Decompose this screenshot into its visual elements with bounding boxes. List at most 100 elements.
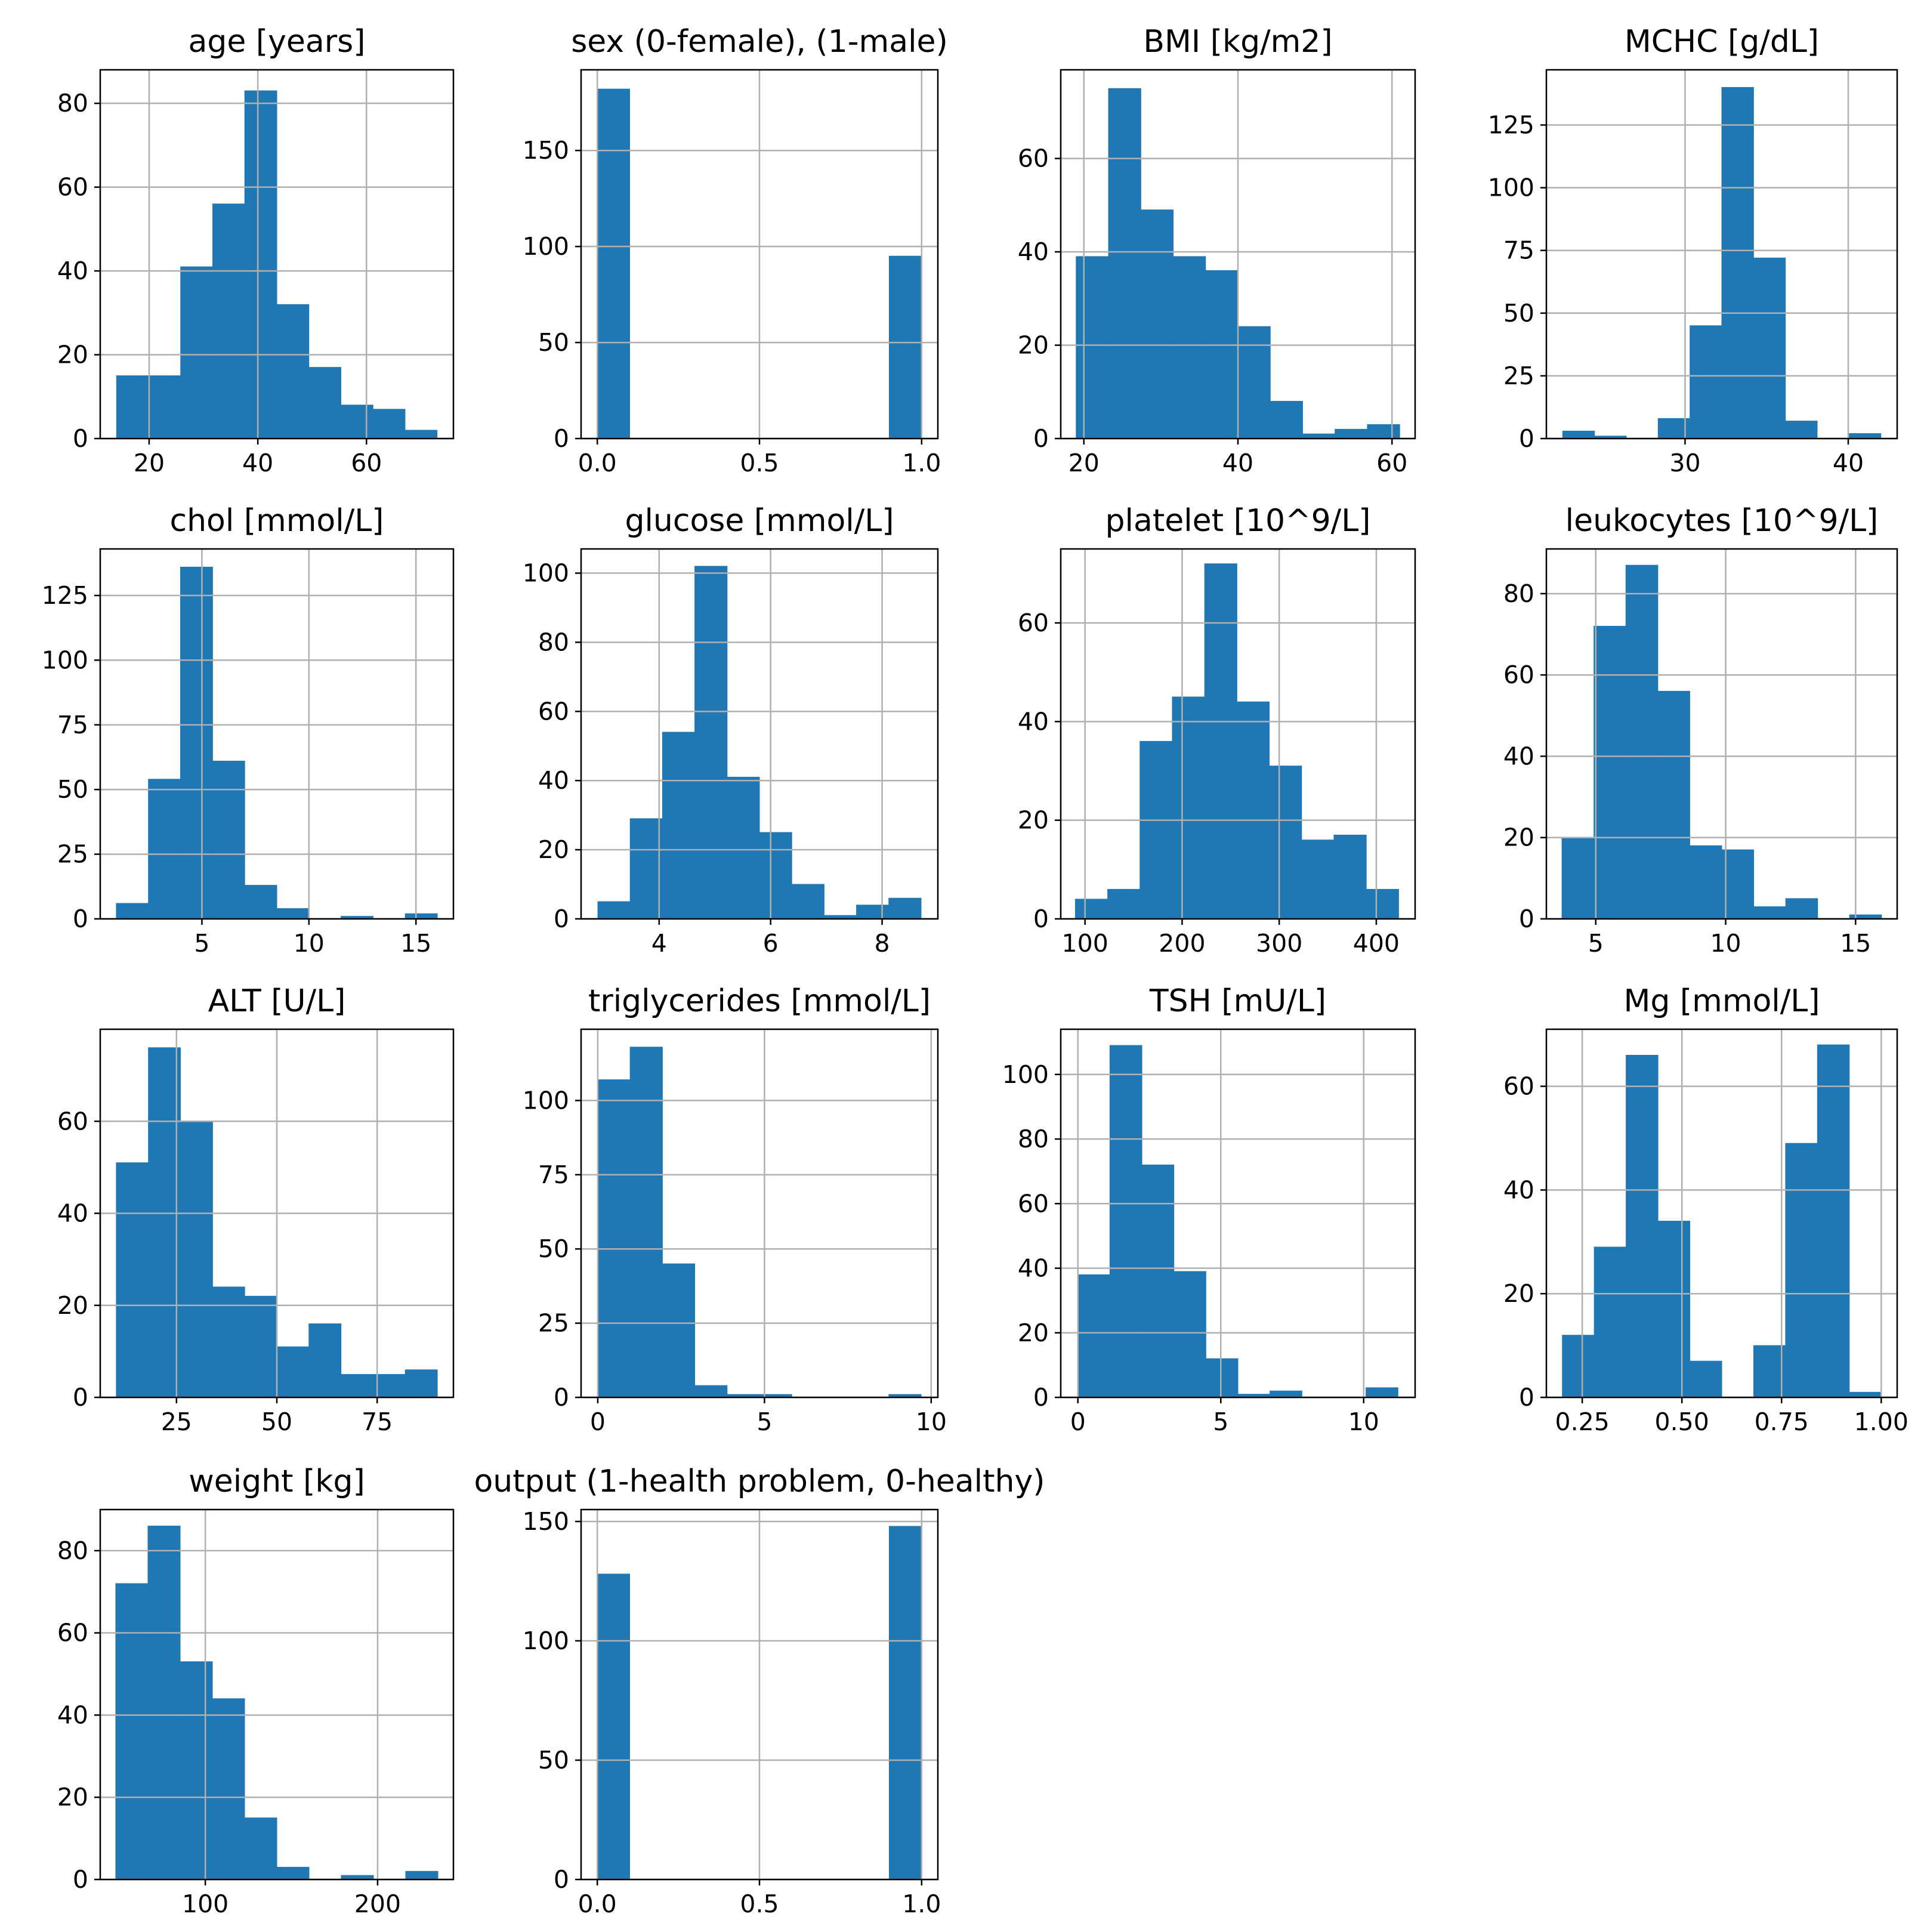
histogram-bar (597, 1573, 631, 1880)
axes-frame (1545, 548, 1898, 920)
histogram-bar (405, 1871, 438, 1880)
y-tick-label: 60 (1503, 661, 1534, 689)
y-tick-label: 20 (57, 1291, 88, 1320)
histogram-panel: 0.25 0.50 0.75 1.00 0 20 40 60 Mg [mmol/L] (1503, 983, 1909, 1436)
panel-title: chol [mmol/L] (170, 503, 384, 539)
histogram-bar (308, 1323, 342, 1398)
y-tick-label: 80 (57, 89, 88, 118)
histogram-bar (1109, 1045, 1142, 1398)
x-tick-label: 30 (1669, 449, 1700, 477)
y-tick-label: 0 (554, 1383, 569, 1412)
x-tick-label: 60 (351, 449, 382, 477)
histogram-bar (1236, 701, 1270, 919)
y-tick-label: 0 (1033, 424, 1049, 453)
x-tick-label: 75 (362, 1408, 393, 1436)
histogram-bar (308, 367, 341, 439)
histogram-bar (1367, 424, 1400, 439)
histogram-bar (1270, 1390, 1302, 1398)
bars (1562, 1044, 1882, 1398)
histogram-bar (1173, 256, 1206, 439)
x-tick-label: 400 (1353, 929, 1400, 958)
x-tick-label: 200 (354, 1890, 401, 1918)
y-tick-label: 50 (538, 1234, 569, 1263)
bars (597, 566, 922, 919)
x-tick-label: 0.75 (1755, 1408, 1809, 1436)
x-tick-label: 20 (1069, 449, 1100, 477)
histogram-bar (1849, 1391, 1882, 1398)
histogram-bar (372, 1374, 406, 1398)
x-tick-label: 60 (1376, 449, 1407, 477)
x-tick-label: 5 (756, 1408, 772, 1436)
axes-frame (1060, 548, 1416, 920)
y-tick-label: 150 (523, 136, 569, 165)
histogram-bar (1721, 87, 1754, 439)
y-tick-label: 80 (538, 628, 569, 656)
axes-frame (1545, 1028, 1898, 1399)
y-tick-label: 40 (1018, 1254, 1049, 1283)
panel-title: Mg [mmol/L] (1623, 983, 1820, 1019)
histogram-bar (212, 203, 245, 439)
histogram-bar (1690, 1360, 1722, 1398)
y-tick-label: 100 (523, 232, 569, 261)
y-tick-label: 40 (1503, 742, 1534, 770)
x-tick-label: 1.00 (1854, 1408, 1909, 1436)
histogram-bar (662, 732, 696, 919)
histogram-bar (1205, 270, 1239, 439)
y-tick-label: 20 (1018, 1319, 1049, 1347)
histogram-bar (115, 1583, 149, 1880)
y-tick-label: 0 (1519, 1383, 1534, 1412)
x-tick-label: 0.5 (740, 449, 779, 477)
histogram-bar (148, 375, 181, 439)
x-tick-label: 8 (875, 929, 890, 958)
y-tick-label: 125 (1488, 110, 1534, 139)
bars (1561, 564, 1882, 919)
histogram-bar (597, 1079, 631, 1398)
histogram-panel: 0.0 0.5 1.0 0 50 100 150 sex (0-female), (1-mal… (523, 24, 948, 477)
y-tick-label: 20 (538, 835, 569, 864)
histogram-bar (244, 885, 277, 919)
y-tick-label: 100 (42, 646, 88, 674)
panel-title: ALT [U/L] (208, 983, 346, 1019)
bars (116, 1047, 438, 1398)
histogram-bar (180, 266, 214, 439)
histogram-bar (1141, 1164, 1175, 1398)
histogram-panel: 25 50 75 0 20 40 60 ALT [U/L] (57, 983, 455, 1436)
y-tick-label: 25 (538, 1309, 569, 1338)
panel-title: BMI [kg/m2] (1143, 24, 1332, 60)
y-tick-label: 20 (57, 341, 88, 369)
histogram-bar (1721, 849, 1755, 919)
x-tick-label: 15 (1840, 929, 1871, 958)
histogram-bar (404, 430, 438, 439)
y-tick-label: 100 (523, 1627, 569, 1655)
histogram-bar (116, 903, 149, 919)
axes-frame (580, 1028, 939, 1399)
panel-title: leukocytes [10^9/L] (1565, 503, 1879, 539)
x-tick-label: 10 (294, 929, 325, 958)
histogram-bar (1333, 834, 1367, 919)
histogram-bar (1074, 899, 1108, 919)
y-tick-label: 40 (57, 257, 88, 285)
x-tick-label: 0.0 (578, 449, 617, 477)
bars (597, 1047, 922, 1398)
histogram-panel: 5 10 15 0 25 50 75 100 125 chol [mmol/L] (42, 503, 455, 958)
histogram-bar (180, 566, 213, 919)
histogram-bar (1626, 1054, 1659, 1398)
histogram-bar (180, 1661, 213, 1880)
axes-frame (1545, 69, 1898, 440)
x-tick-label: 200 (1159, 929, 1205, 958)
y-tick-label: 100 (523, 1086, 569, 1115)
y-tick-label: 40 (57, 1199, 88, 1228)
panel-title: weight [kg] (189, 1464, 365, 1499)
histogram-panel: 5 10 15 0 20 40 60 80 leukocytes [10^9/L] (1503, 503, 1898, 958)
histogram-bar (694, 1385, 728, 1398)
histogram-bar (180, 1121, 213, 1398)
y-tick-label: 50 (1503, 299, 1534, 328)
y-tick-label: 20 (1018, 331, 1049, 360)
x-tick-label: 0 (590, 1408, 606, 1436)
grid (581, 549, 938, 920)
x-tick-label: 0.50 (1655, 1408, 1709, 1436)
histogram-panel: 20 40 60 0 20 40 60 BMI [kg/m2] (1018, 24, 1416, 477)
histogram-bar (1204, 563, 1237, 919)
y-tick-label: 80 (1503, 579, 1534, 608)
x-tick-label: 25 (161, 1408, 192, 1436)
